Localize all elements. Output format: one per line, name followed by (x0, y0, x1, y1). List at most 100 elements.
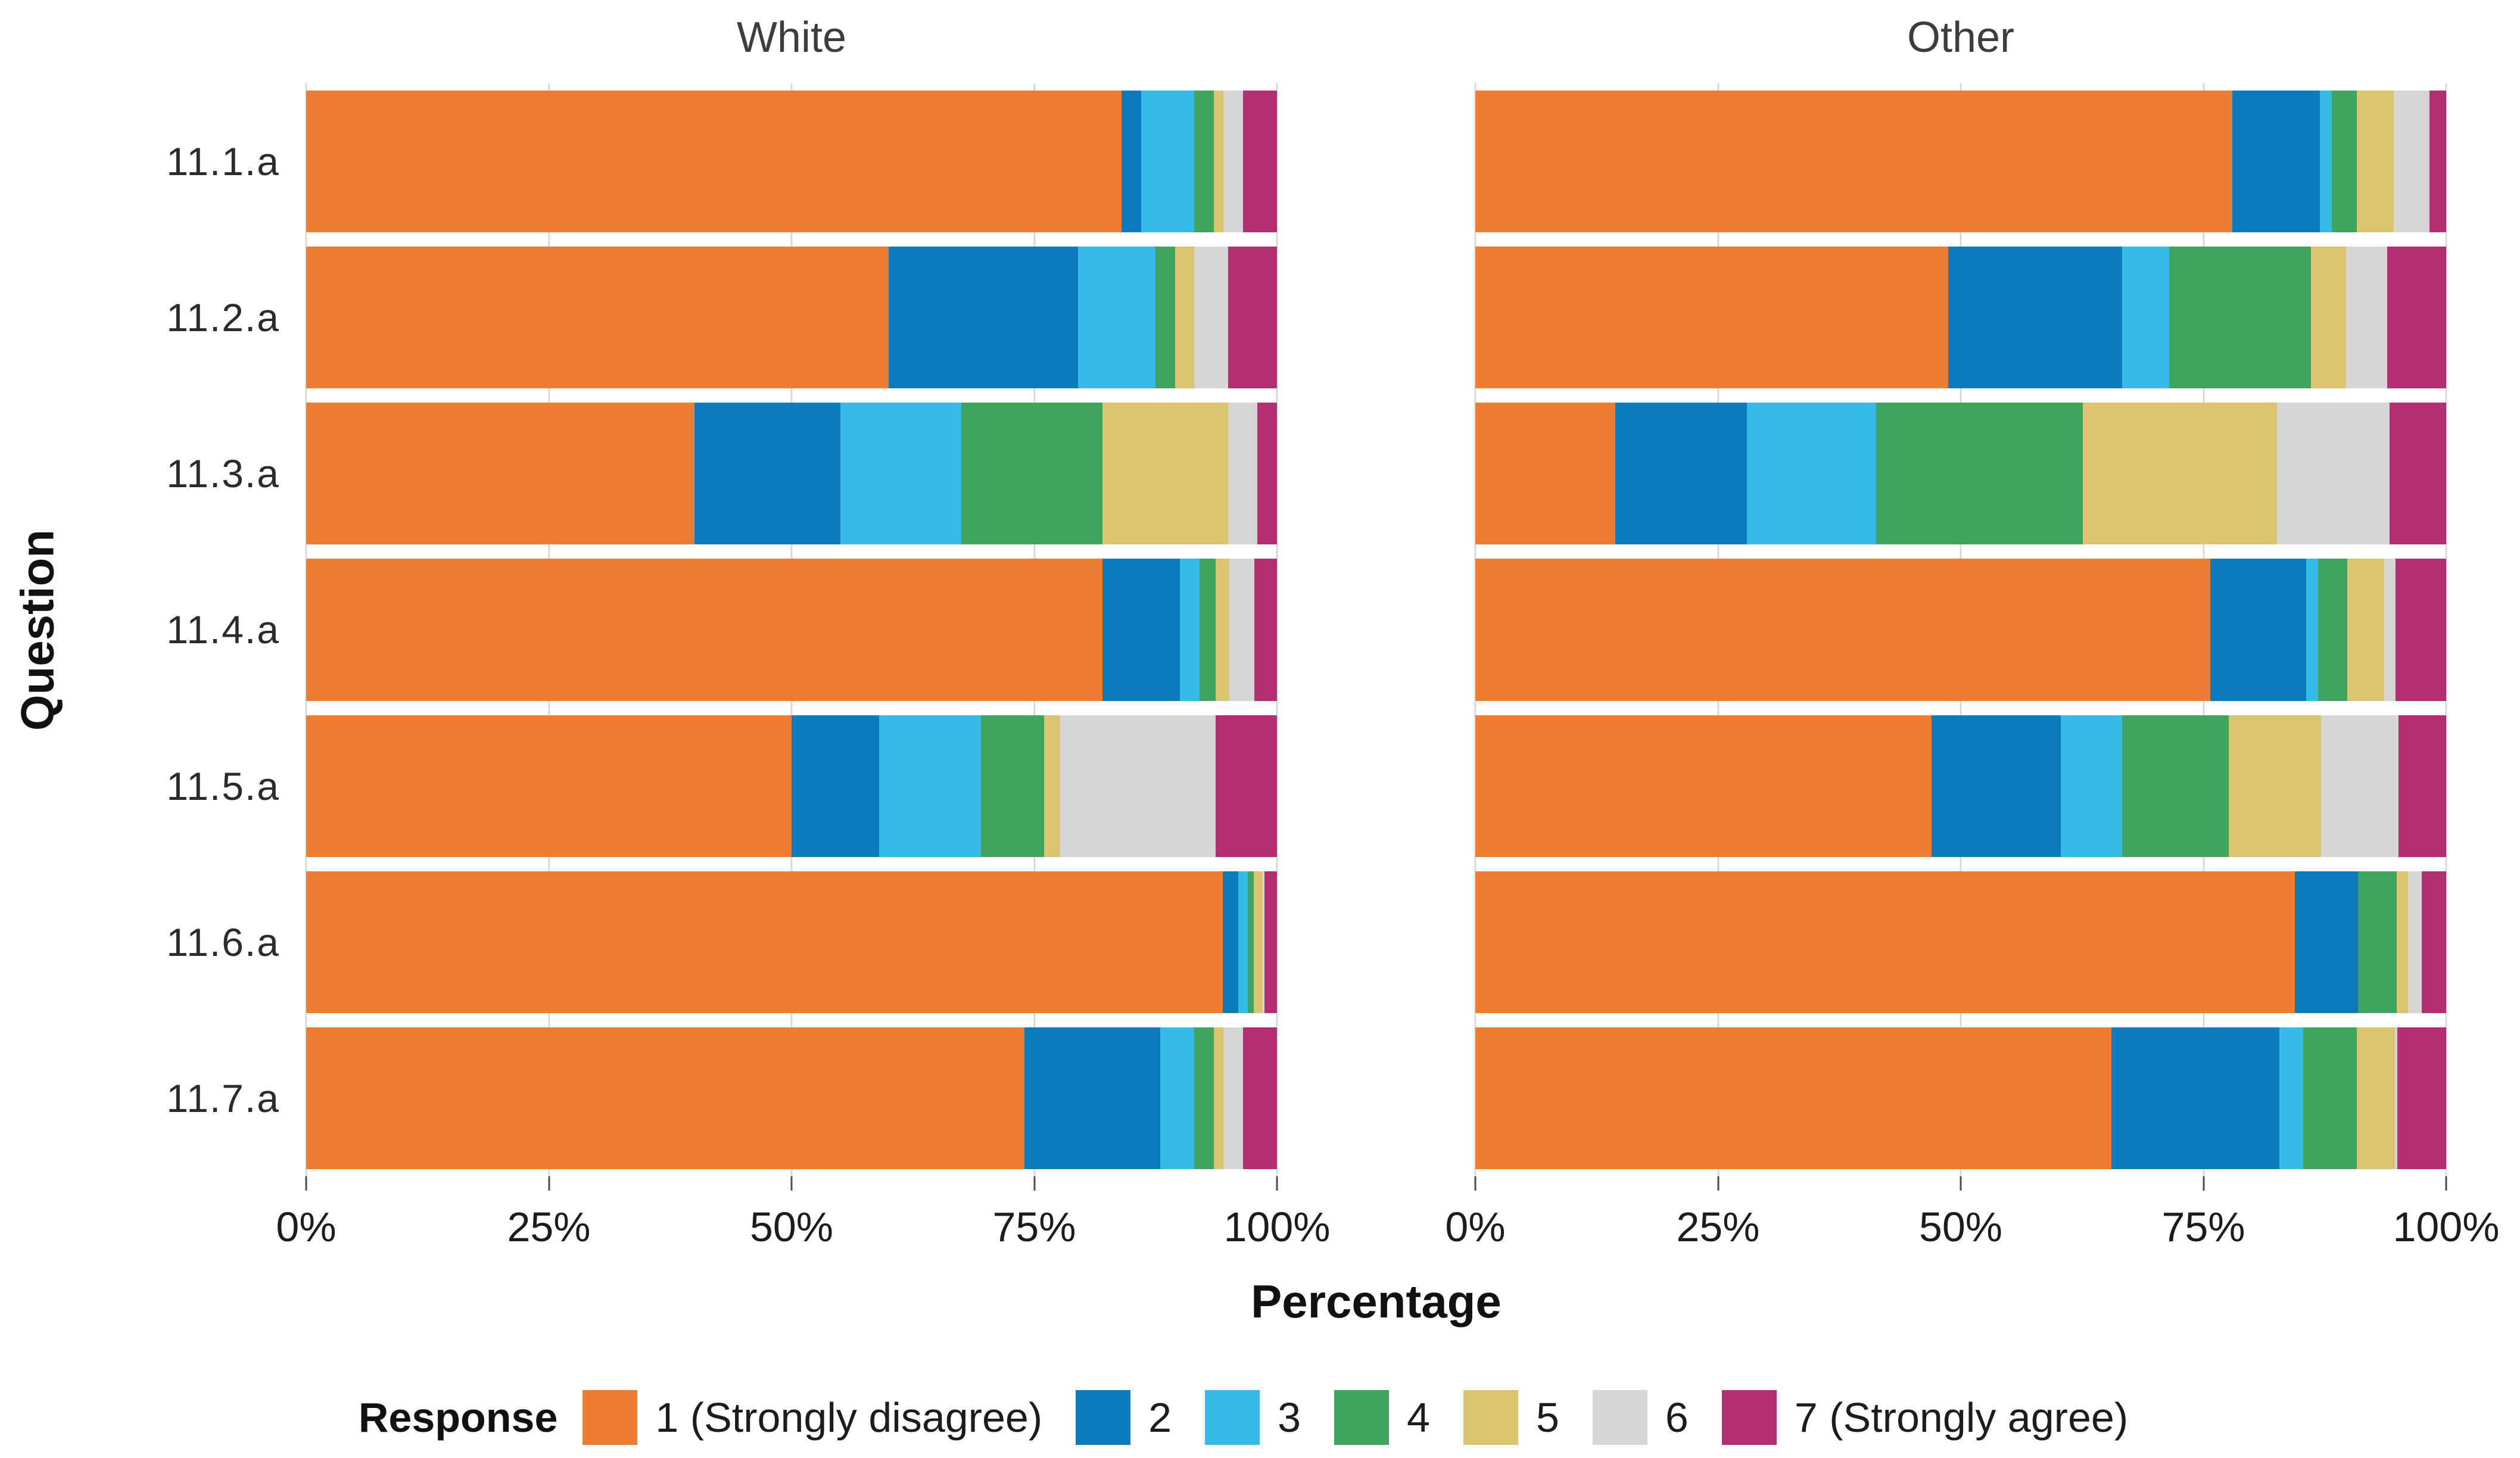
bar-segment-response-4 (1248, 871, 1254, 1013)
bar-segment-response-2 (1222, 871, 1238, 1013)
bar-segment-response-2 (1024, 1027, 1161, 1169)
bar-segment-response-5 (2228, 715, 2321, 857)
bar-other-11.3.a (1475, 403, 2446, 545)
legend-swatch-2 (1076, 1390, 1131, 1445)
bar-segment-response-1 (306, 559, 1102, 701)
bar-segment-response-3 (2060, 715, 2122, 857)
bar-segment-response-7 (2397, 1027, 2446, 1169)
bar-segment-response-3 (1141, 91, 1195, 233)
legend: Response 1 (Strongly disagree) 2 3 4 5 6 7 (St… (0, 1379, 2520, 1456)
bar-segment-response-7 (1254, 559, 1277, 701)
y-category-label-11.2.a: 11.2.a (166, 295, 280, 340)
bar-segment-response-2 (1948, 247, 2122, 389)
bar-white-11.7.a (306, 1027, 1277, 1169)
facet-other-plot-area: 0% 25% 50% 75% 100% (1445, 83, 2500, 1250)
x-tick-label-100%: 100% (2393, 1204, 2500, 1250)
legend-item-1: 1 (Strongly disagree) (583, 1390, 1042, 1445)
bar-segment-response-6 (2346, 247, 2387, 389)
y-category-label-11.6.a: 11.6.a (166, 920, 280, 964)
bar-segment-response-7 (1264, 871, 1277, 1013)
bar-segment-response-2 (2294, 871, 2358, 1013)
bar-segment-response-2 (1102, 559, 1180, 701)
legend-label-5: 5 (1535, 1394, 1559, 1441)
bar-other-11.2.a (1475, 247, 2446, 389)
bar-segment-response-1 (1475, 247, 1948, 389)
bar-segment-response-6 (1223, 91, 1243, 233)
bar-segment-response-5 (1175, 247, 1195, 389)
x-tick-75 (2203, 1176, 2204, 1191)
bar-segment-response-4 (2122, 715, 2229, 857)
bar-segment-response-6 (2394, 1027, 2398, 1169)
legend-title: Response (358, 1394, 558, 1441)
x-tick-label-0%: 0% (276, 1204, 337, 1250)
legend-swatch-4 (1334, 1390, 1390, 1445)
bar-segment-response-7 (2390, 403, 2446, 545)
bar-segment-response-7 (2422, 871, 2446, 1013)
legend-label-6: 6 (1665, 1394, 1689, 1441)
x-tick-0 (1474, 1176, 1477, 1191)
bar-segment-response-6 (2384, 559, 2396, 701)
bar-other-11.6.a (1475, 871, 2446, 1013)
bar-segment-response-2 (2210, 559, 2307, 701)
bar-segment-response-1 (1475, 871, 2295, 1013)
bar-segment-response-5 (2357, 91, 2394, 233)
bar-segment-response-4 (1199, 559, 1216, 701)
bar-segment-response-6 (2320, 715, 2399, 857)
legend-label-4: 4 (1407, 1394, 1430, 1441)
bar-segment-response-6 (1194, 247, 1229, 389)
bar-segment-response-5 (1214, 1027, 1224, 1169)
legend-label-1: 1 (Strongly disagree) (655, 1394, 1043, 1441)
x-tick-50 (790, 1176, 793, 1191)
bar-other-11.1.a (1475, 91, 2446, 233)
bar-white-11.3.a (306, 403, 1277, 545)
x-tick-label-50%: 50% (749, 1204, 834, 1250)
bar-segment-response-1 (306, 403, 694, 545)
bar-segment-response-5 (2347, 559, 2384, 701)
y-category-label-11.3.a: 11.3.a (166, 451, 280, 496)
bar-segment-response-6 (1223, 1027, 1243, 1169)
bar-segment-response-1 (306, 871, 1223, 1013)
bar-segment-response-6 (1228, 403, 1258, 545)
x-tick-100 (2445, 1176, 2447, 1191)
legend-swatch-3 (1205, 1390, 1260, 1445)
bar-segment-response-6 (1229, 559, 1255, 701)
bar-segment-response-4 (1194, 1027, 1214, 1169)
bar-segment-response-1 (306, 715, 792, 857)
legend-label-2: 2 (1148, 1394, 1172, 1441)
x-tick-0 (305, 1176, 307, 1191)
bar-segment-response-4 (1194, 91, 1214, 233)
bar-segment-response-5 (2357, 1027, 2395, 1169)
legend-item-7: 7 (Strongly agree) (1721, 1390, 2128, 1445)
bar-segment-response-3 (2320, 91, 2332, 233)
bar-white-11.4.a (306, 559, 1277, 701)
bar-segment-response-7 (1216, 715, 1277, 857)
bar-segment-response-1 (1475, 403, 1615, 545)
bar-segment-response-4 (2331, 91, 2357, 233)
bar-segment-response-4 (1155, 247, 1175, 389)
bar-segment-response-7 (1242, 91, 1277, 233)
bar-segment-response-4 (980, 715, 1044, 857)
x-tick-label-25%: 25% (1676, 1204, 1760, 1250)
bar-segment-response-5 (1043, 715, 1061, 857)
legend-item-4: 4 (1334, 1390, 1430, 1445)
x-tick-25 (1717, 1176, 1719, 1191)
bar-segment-response-5 (1102, 403, 1229, 545)
legend-label-3: 3 (1278, 1394, 1301, 1441)
x-tick-100 (1276, 1176, 1278, 1191)
bar-segment-response-6 (2408, 871, 2422, 1013)
x-tick-label-50%: 50% (1918, 1204, 2003, 1250)
bar-segment-response-6 (2277, 403, 2390, 545)
bar-white-11.1.a (306, 91, 1277, 233)
x-tick-25 (548, 1176, 550, 1191)
bar-segment-response-4 (1876, 403, 2083, 545)
bar-white-11.5.a (306, 715, 1277, 857)
bar-segment-response-7 (2398, 715, 2446, 857)
bar-segment-response-2 (1932, 715, 2061, 857)
legend-item-3: 3 (1205, 1390, 1301, 1445)
bar-segment-response-7 (1257, 403, 1277, 545)
legend-item-5: 5 (1463, 1390, 1559, 1445)
bar-segment-response-2 (889, 247, 1078, 389)
facet-white-plot-area: 0% 25% 50% 75% 100% (276, 83, 1331, 1250)
bar-segment-response-4 (2317, 559, 2347, 701)
bar-other-11.4.a (1475, 559, 2446, 701)
